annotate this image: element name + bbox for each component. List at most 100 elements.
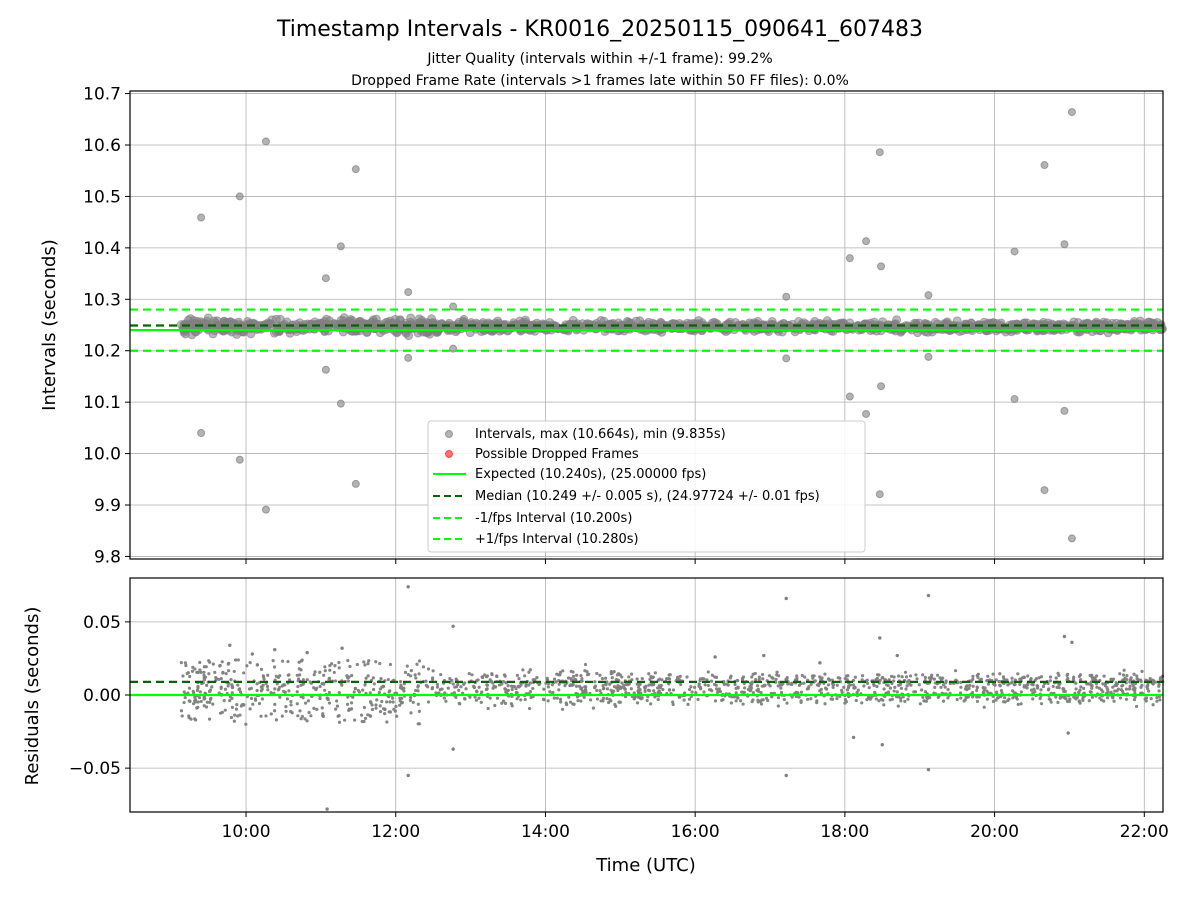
residual-point xyxy=(233,713,237,717)
residual-point xyxy=(289,709,293,714)
residual-point xyxy=(1018,677,1022,681)
residual-point xyxy=(312,686,316,690)
residual-point xyxy=(337,720,342,724)
intervals-y-tick-label: 10.7 xyxy=(83,85,121,105)
residual-point xyxy=(986,674,990,678)
residual-point xyxy=(706,683,710,688)
residual-point xyxy=(632,697,636,701)
residual-point xyxy=(400,700,404,705)
residual-point xyxy=(917,683,921,687)
residual-point xyxy=(356,688,360,693)
residual-point xyxy=(204,705,209,709)
residual-point xyxy=(712,682,717,687)
residual-point xyxy=(430,685,435,690)
residual-point xyxy=(1011,696,1015,700)
residual-point xyxy=(345,674,349,678)
residual-point xyxy=(768,684,772,688)
intervals-y-tick-label: 10.0 xyxy=(83,445,121,465)
residual-point xyxy=(637,683,641,687)
residual-point xyxy=(196,700,200,704)
residual-point xyxy=(616,688,620,693)
residual-point xyxy=(998,684,1002,688)
interval-outlier-point xyxy=(1067,108,1076,117)
residual-point xyxy=(608,682,612,686)
residual-point xyxy=(327,701,332,705)
residual-point xyxy=(650,683,654,687)
interval-outlier-point xyxy=(261,505,270,514)
residual-point xyxy=(260,697,264,701)
residual-point xyxy=(776,696,781,700)
residual-point xyxy=(1089,683,1093,687)
residual-point xyxy=(682,698,686,702)
residual-point xyxy=(275,682,279,686)
residual-point xyxy=(468,695,472,699)
residual-point xyxy=(381,707,386,711)
residual-point xyxy=(500,701,504,705)
residual-point xyxy=(1079,685,1083,689)
residual-point xyxy=(698,677,702,681)
residual-point xyxy=(923,675,927,680)
residual-point xyxy=(853,685,857,689)
residual-point xyxy=(183,696,187,700)
residual-point xyxy=(323,665,327,669)
residual-point xyxy=(941,699,946,703)
residual-point xyxy=(991,672,995,676)
residual-point xyxy=(1136,678,1140,682)
residual-point xyxy=(417,659,422,663)
residual-point xyxy=(359,713,364,717)
residual-point xyxy=(366,674,370,678)
residual-point xyxy=(802,681,806,685)
residual-point xyxy=(601,684,605,688)
interval-outlier-point xyxy=(1067,534,1076,543)
residual-point xyxy=(273,687,277,691)
residual-point xyxy=(524,682,528,686)
residual-point xyxy=(289,703,293,707)
residual-point xyxy=(1039,702,1044,706)
residual-point xyxy=(300,714,304,719)
residual-point xyxy=(932,677,937,681)
residual-point xyxy=(255,688,259,693)
residual-point xyxy=(325,696,329,700)
residual-point xyxy=(620,685,624,689)
residual-point xyxy=(736,696,740,700)
interval-outlier-point xyxy=(404,353,413,362)
residual-point xyxy=(874,677,878,682)
residual-point xyxy=(335,699,339,703)
residual-point xyxy=(1057,683,1061,687)
residual-point xyxy=(515,697,519,701)
residual-point xyxy=(198,660,202,665)
residual-point xyxy=(1101,690,1105,694)
residual-point xyxy=(1013,682,1017,687)
residual-point xyxy=(803,675,807,679)
residual-point xyxy=(362,705,367,710)
residual-point xyxy=(273,702,277,706)
residual-point xyxy=(463,681,467,685)
residual-point xyxy=(823,686,828,690)
residual-point xyxy=(1019,702,1023,706)
interval-outlier-point xyxy=(351,479,360,488)
residual-point xyxy=(554,680,558,684)
residual-point xyxy=(993,683,997,687)
residual-point xyxy=(464,687,468,691)
residual-point xyxy=(519,683,523,687)
residual-point xyxy=(211,702,215,706)
residual-point xyxy=(971,677,975,681)
residual-point xyxy=(888,686,892,690)
interval-outlier-point xyxy=(1060,240,1069,249)
residual-point xyxy=(546,685,550,689)
residual-point xyxy=(975,685,979,689)
residual-point xyxy=(903,699,907,704)
residual-point xyxy=(622,683,626,688)
residual-point xyxy=(235,703,239,707)
residual-outlier-point xyxy=(305,650,309,655)
residual-point xyxy=(1041,684,1046,689)
residual-point xyxy=(213,670,217,675)
interval-outlier-point xyxy=(321,274,330,283)
residual-point xyxy=(860,674,865,678)
residual-point xyxy=(333,679,338,683)
interval-outlier-point xyxy=(862,409,871,418)
residual-point xyxy=(1147,689,1151,693)
residuals-panel: −0.05 0.00 0.05 10:00 12:00 14:00 16:00 18:00 2… xyxy=(22,559,1169,876)
residual-point xyxy=(295,690,299,694)
residual-point xyxy=(378,710,383,714)
